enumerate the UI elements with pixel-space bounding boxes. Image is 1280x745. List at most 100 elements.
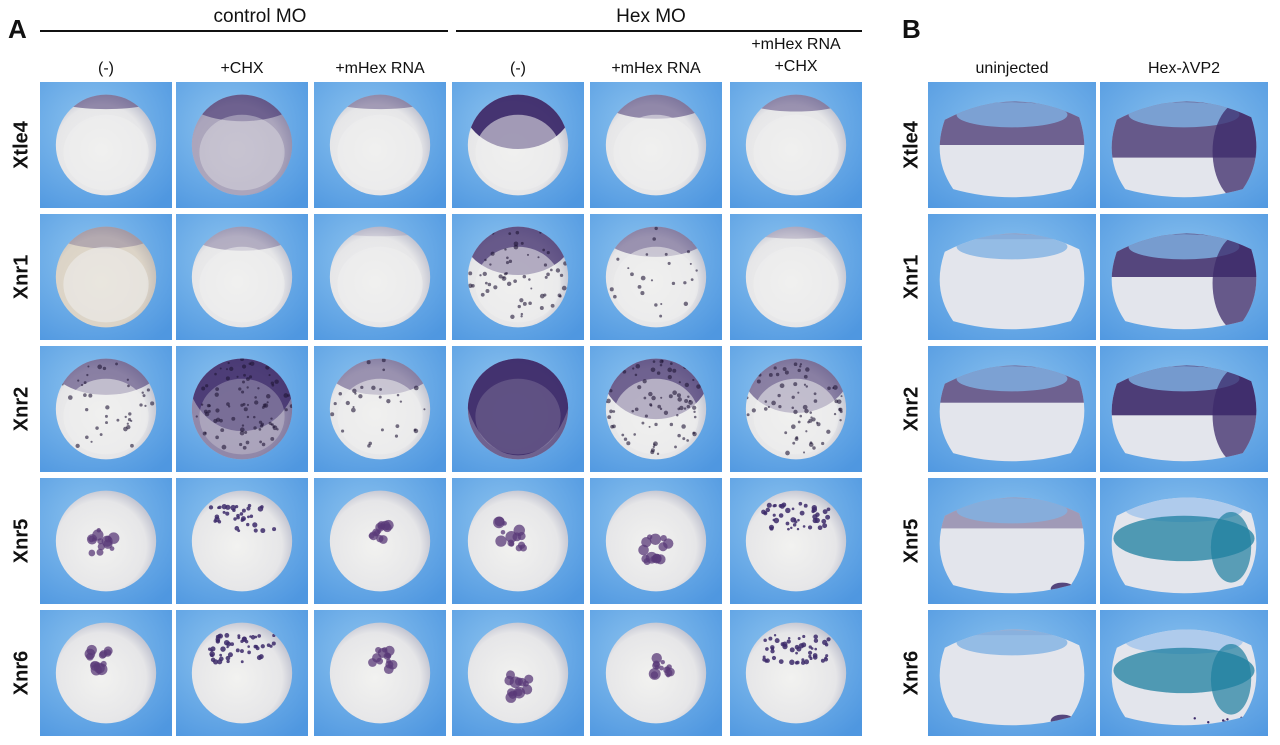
embryo-image-a-r5-c3 bbox=[314, 610, 446, 736]
embryo-image-a-r2-c5 bbox=[590, 214, 722, 340]
column-label-line: +CHX bbox=[774, 58, 818, 75]
embryo-svg bbox=[730, 346, 862, 472]
embryo-svg bbox=[314, 610, 446, 736]
column-label-b-2: Hex-λVP2 bbox=[1147, 60, 1221, 77]
embryo-svg bbox=[452, 478, 584, 604]
column-label-a-6: +mHex RNA +CHX bbox=[730, 34, 862, 78]
embryo-image-a-r3-c3 bbox=[314, 346, 446, 472]
row-label-a-xnr6: Xnr6 bbox=[10, 650, 33, 696]
row-label-a-xtle4: Xtle4 bbox=[10, 121, 33, 169]
row-label-a-xnr5: Xnr5 bbox=[10, 518, 33, 564]
row-label-a-xnr1: Xnr1 bbox=[10, 254, 33, 300]
embryo-image-a-r2-c1 bbox=[40, 214, 172, 340]
embryo-image-a-r5-c1 bbox=[40, 610, 172, 736]
embryo-image-a-r1-c1 bbox=[40, 82, 172, 208]
group-label-control-mo: control MO bbox=[213, 6, 307, 27]
embryo-svg bbox=[176, 610, 308, 736]
embryo-section-svg bbox=[928, 82, 1096, 208]
embryo-svg bbox=[314, 478, 446, 604]
embryo-section-svg bbox=[1100, 610, 1268, 736]
embryo-section-svg bbox=[928, 478, 1096, 604]
column-label-line: +mHex RNA bbox=[611, 60, 701, 77]
embryo-svg bbox=[452, 82, 584, 208]
embryo-image-b-r3-c2 bbox=[1100, 346, 1268, 472]
column-label-line: +CHX bbox=[220, 60, 264, 77]
embryo-svg bbox=[40, 214, 172, 340]
embryo-image-a-r4-c5 bbox=[590, 478, 722, 604]
embryo-svg bbox=[590, 610, 722, 736]
embryo-image-a-r1-c2 bbox=[176, 82, 308, 208]
embryo-image-a-r3-c4 bbox=[452, 346, 584, 472]
row-label-b-xnr6: Xnr6 bbox=[900, 650, 923, 696]
embryo-svg bbox=[314, 82, 446, 208]
embryo-svg bbox=[730, 610, 862, 736]
row-label-a-xnr2: Xnr2 bbox=[10, 386, 33, 432]
embryo-image-a-r1-c6 bbox=[730, 82, 862, 208]
row-label-b-xnr2: Xnr2 bbox=[900, 386, 923, 432]
embryo-image-a-r2-c6 bbox=[730, 214, 862, 340]
embryo-image-a-r5-c6 bbox=[730, 610, 862, 736]
column-label-a-1: (-) bbox=[40, 58, 172, 80]
embryo-svg bbox=[590, 82, 722, 208]
embryo-svg bbox=[590, 214, 722, 340]
column-label-line: (-) bbox=[98, 60, 114, 77]
embryo-svg bbox=[176, 478, 308, 604]
embryo-svg bbox=[176, 82, 308, 208]
embryo-svg bbox=[40, 610, 172, 736]
group-rule-hex-mo bbox=[456, 30, 862, 32]
embryo-image-a-r3-c5 bbox=[590, 346, 722, 472]
embryo-svg bbox=[452, 346, 584, 472]
panel-b-letter: B bbox=[902, 14, 921, 44]
group-rule-control-mo bbox=[40, 30, 448, 32]
embryo-image-a-r4-c4 bbox=[452, 478, 584, 604]
embryo-image-a-r1-c4 bbox=[452, 82, 584, 208]
column-label-line: +mHex RNA bbox=[751, 36, 841, 53]
column-label-b-1: uninjected bbox=[975, 60, 1049, 77]
embryo-svg bbox=[590, 346, 722, 472]
embryo-section-svg bbox=[928, 214, 1096, 340]
embryo-image-a-r3-c2 bbox=[176, 346, 308, 472]
embryo-image-a-r5-c5 bbox=[590, 610, 722, 736]
column-label-line: +mHex RNA bbox=[335, 60, 425, 77]
embryo-image-a-r2-c2 bbox=[176, 214, 308, 340]
embryo-image-a-r4-c1 bbox=[40, 478, 172, 604]
embryo-svg bbox=[730, 478, 862, 604]
embryo-image-b-r2-c1 bbox=[928, 214, 1096, 340]
embryo-image-b-r1-c1 bbox=[928, 82, 1096, 208]
column-label-a-5: +mHex RNA bbox=[590, 58, 722, 80]
embryo-section-svg bbox=[1100, 346, 1268, 472]
embryo-image-a-r5-c4 bbox=[452, 610, 584, 736]
embryo-svg bbox=[730, 82, 862, 208]
embryo-svg bbox=[40, 346, 172, 472]
embryo-svg bbox=[590, 478, 722, 604]
row-label-b-xtle4: Xtle4 bbox=[900, 121, 923, 169]
embryo-image-b-r4-c2 bbox=[1100, 478, 1268, 604]
embryo-section-svg bbox=[1100, 478, 1268, 604]
embryo-image-a-r1-c5 bbox=[590, 82, 722, 208]
embryo-svg bbox=[452, 610, 584, 736]
embryo-section-svg bbox=[928, 346, 1096, 472]
embryo-image-a-r4-c2 bbox=[176, 478, 308, 604]
embryo-section-svg bbox=[928, 610, 1096, 736]
embryo-image-b-r1-c2 bbox=[1100, 82, 1268, 208]
embryo-image-a-r3-c1 bbox=[40, 346, 172, 472]
column-label-a-4: (-) bbox=[452, 58, 584, 80]
embryo-image-a-r4-c6 bbox=[730, 478, 862, 604]
group-label-hex-mo: Hex MO bbox=[616, 6, 686, 27]
embryo-image-a-r2-c3 bbox=[314, 214, 446, 340]
embryo-image-b-r5-c1 bbox=[928, 610, 1096, 736]
embryo-svg bbox=[176, 214, 308, 340]
embryo-section-svg bbox=[1100, 214, 1268, 340]
embryo-image-b-r3-c1 bbox=[928, 346, 1096, 472]
panel-a-letter: A bbox=[8, 14, 27, 44]
embryo-image-a-r2-c4 bbox=[452, 214, 584, 340]
row-label-b-xnr5: Xnr5 bbox=[900, 518, 923, 564]
embryo-image-a-r1-c3 bbox=[314, 82, 446, 208]
embryo-image-a-r5-c2 bbox=[176, 610, 308, 736]
embryo-svg bbox=[314, 214, 446, 340]
embryo-image-b-r4-c1 bbox=[928, 478, 1096, 604]
column-label-a-2: +CHX bbox=[176, 58, 308, 80]
column-label-a-3: +mHex RNA bbox=[314, 58, 446, 80]
embryo-svg bbox=[314, 346, 446, 472]
embryo-svg bbox=[40, 82, 172, 208]
